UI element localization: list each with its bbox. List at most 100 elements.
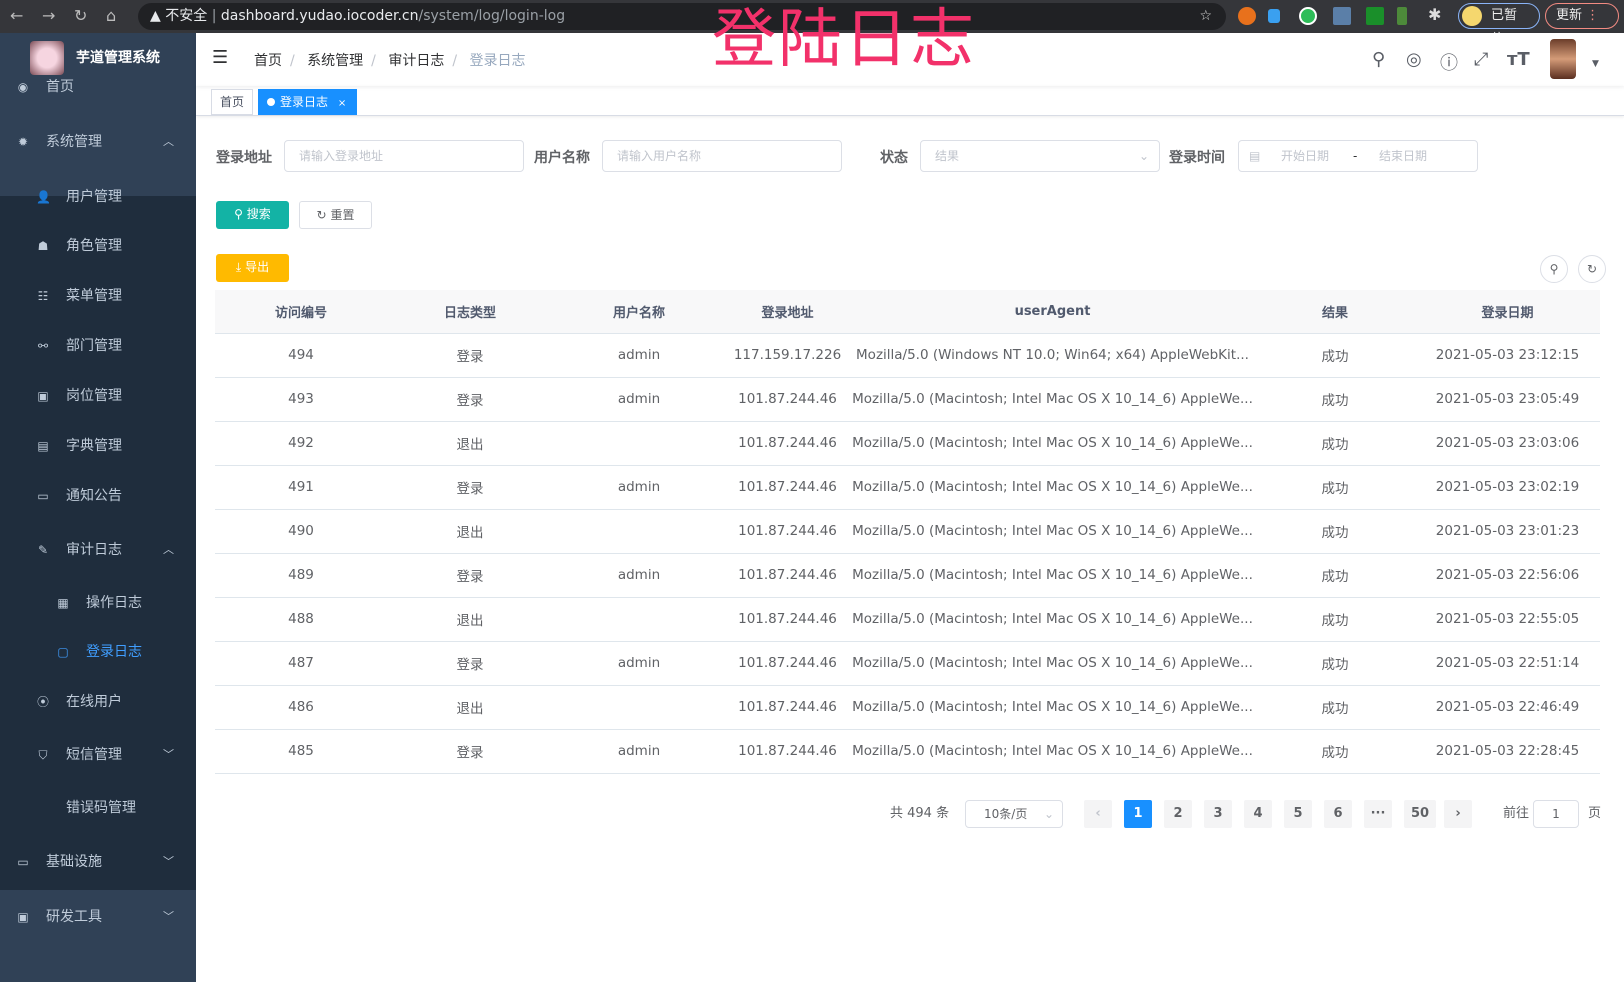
table-cell: 退出 <box>387 597 553 642</box>
range-separator: - <box>1353 149 1358 163</box>
date-range-picker[interactable]: ▤ 开始日期 - 结束日期 <box>1238 140 1478 172</box>
end-date-input[interactable]: 结束日期 <box>1379 149 1428 163</box>
extension-icon[interactable] <box>1299 7 1317 25</box>
extension-icon[interactable] <box>1397 7 1407 25</box>
next-page-button[interactable]: › <box>1444 800 1472 828</box>
sidebar-item[interactable]: ⚯ 部门管理 <box>0 321 196 371</box>
extension-icon[interactable] <box>1333 7 1351 25</box>
column-header: 登录地址 <box>725 290 850 334</box>
sidebar-item[interactable]: ▦ 操作日志 <box>0 578 196 628</box>
home-icon[interactable]: ⌂ <box>106 6 117 25</box>
table-row[interactable]: 489 登录 admin 101.87.244.46 Mozilla/5.0 (Maci… <box>215 553 1600 598</box>
table-cell: 退出 <box>387 685 553 730</box>
table-row[interactable]: 486 退出 101.87.244.46 Mozilla/5.0 (Macintosh… <box>215 685 1600 730</box>
page-button[interactable]: 1 <box>1124 800 1152 828</box>
sidebar-item-label: 通知公告 <box>66 488 122 504</box>
goto-page-input[interactable]: 1 <box>1533 800 1579 828</box>
sidebar-item[interactable]: ▤ 字典管理 <box>0 421 196 471</box>
table-cell: 成功 <box>1255 377 1415 422</box>
username-input[interactable]: 请输入用户名称 <box>602 140 842 172</box>
avatar[interactable] <box>1550 39 1576 79</box>
start-date-input[interactable]: 开始日期 <box>1281 149 1330 163</box>
star-icon[interactable]: ☆ <box>1199 8 1212 24</box>
table-cell: 登录 <box>387 465 553 510</box>
table-cell: 2021-05-03 22:51:14 <box>1415 641 1600 686</box>
help-icon[interactable]: ⓘ <box>1440 53 1458 74</box>
table-row[interactable]: 491 登录 admin 101.87.244.46 Mozilla/5.0 (Maci… <box>215 465 1600 510</box>
ip-input[interactable]: 请输入登录地址 <box>284 140 524 172</box>
table-cell: 退出 <box>387 509 553 554</box>
reset-button[interactable]: ↻ 重置 <box>299 201 372 229</box>
github-icon[interactable]: ◎ <box>1406 49 1422 70</box>
sidebar-item[interactable]: ▢ 登录日志 <box>0 627 196 677</box>
login-log-table: 访问编号 日志类型 用户名称 登录地址 userAgent 结果 登录日期 494 登录 adm… <box>215 290 1600 774</box>
extension-icon[interactable] <box>1366 7 1384 25</box>
caret-down-icon[interactable]: ▼ <box>1592 59 1599 69</box>
table-row[interactable]: 492 退出 101.87.244.46 Mozilla/5.0 (Macintosh… <box>215 421 1600 466</box>
status-select[interactable]: 结果 ⌄ <box>920 140 1160 172</box>
table-cell: admin <box>553 641 725 686</box>
page-button[interactable]: 6 <box>1324 800 1352 828</box>
sidebar-item[interactable]: ⛉ 短信管理 ﹀ <box>0 730 196 780</box>
sidebar-item[interactable]: ✹ 系统管理 ︿ <box>0 117 196 167</box>
reload-icon[interactable]: ↻ <box>74 6 88 25</box>
table-row[interactable]: 487 登录 admin 101.87.244.46 Mozilla/5.0 (Maci… <box>215 641 1600 686</box>
sidebar-item[interactable]: ▭ 通知公告 <box>0 471 196 521</box>
chevron-down-icon: ﹀ <box>163 748 174 761</box>
table-row[interactable]: 490 退出 101.87.244.46 Mozilla/5.0 (Macintosh… <box>215 509 1600 554</box>
sidebar-item[interactable]: 错误码管理 <box>0 783 196 833</box>
search-button[interactable]: ⚲ 搜索 <box>216 201 289 229</box>
sidebar-item[interactable]: ☗ 角色管理 <box>0 221 196 271</box>
column-header: 用户名称 <box>553 290 725 334</box>
page-button[interactable]: 3 <box>1204 800 1232 828</box>
post-icon: ▣ <box>37 389 49 403</box>
page-size-select[interactable]: 10条/页 ⌄ <box>965 800 1063 828</box>
page-suffix-label: 页 <box>1588 806 1602 821</box>
page-button[interactable]: 2 <box>1164 800 1192 828</box>
prev-page-button[interactable]: ‹ <box>1084 800 1112 828</box>
table-row[interactable]: 485 登录 admin 101.87.244.46 Mozilla/5.0 (Maci… <box>215 729 1600 774</box>
tag-label: 登录日志 <box>280 95 329 109</box>
table-row[interactable]: 493 登录 admin 101.87.244.46 Mozilla/5.0 (Maci… <box>215 377 1600 422</box>
more-pages-button[interactable]: ··· <box>1364 800 1392 828</box>
profile-button[interactable]: 已暂停 <box>1458 3 1540 47</box>
table-cell: 486 <box>215 685 387 730</box>
back-icon[interactable]: ← <box>10 6 24 25</box>
table-cell: 492 <box>215 421 387 466</box>
close-icon[interactable]: × <box>337 98 347 109</box>
sidebar-item[interactable]: ▭ 基础设施 ﹀ <box>0 837 196 887</box>
sidebar-item[interactable]: ☷ 菜单管理 <box>0 271 196 321</box>
sidebar-item[interactable]: 👤 用户管理 <box>0 172 196 222</box>
search-icon[interactable]: ⚲ <box>1372 49 1386 70</box>
table-row[interactable]: 494 登录 admin 117.159.17.226 Mozilla/5.0 (Win… <box>215 333 1600 378</box>
sidebar-item[interactable]: ▣ 岗位管理 <box>0 371 196 421</box>
tag-home[interactable]: 首页 <box>211 89 254 115</box>
sidebar-item[interactable]: ⦿ 在线用户 <box>0 677 196 727</box>
breadcrumb-item[interactable]: 首页 <box>254 53 282 69</box>
update-button[interactable]: 更新 ⋮ <box>1545 3 1619 29</box>
toggle-search-button[interactable]: ⚲ <box>1540 255 1568 283</box>
page-button[interactable]: 4 <box>1244 800 1272 828</box>
sidebar-item[interactable]: ▣ 研发工具 ﹀ <box>0 892 196 942</box>
sidebar-item[interactable]: ◉ 首页 <box>0 62 196 112</box>
forward-icon[interactable]: → <box>42 6 56 25</box>
font-size-icon[interactable]: тT <box>1507 49 1530 70</box>
table-cell: Mozilla/5.0 (Macintosh; Intel Mac OS X 1… <box>850 377 1255 422</box>
export-button[interactable]: ⤓ 导出 <box>216 254 289 282</box>
reset-label: 重置 <box>330 208 355 222</box>
refresh-button[interactable]: ↻ <box>1578 255 1606 283</box>
table-cell: 成功 <box>1255 597 1415 642</box>
extension-icon[interactable] <box>1268 9 1280 23</box>
extension-icon[interactable] <box>1238 7 1256 25</box>
fullscreen-icon[interactable]: ⤢ <box>1474 49 1489 70</box>
address-bar[interactable]: ▲ 不安全 | dashboard.yudao.iocoder.cn/syste… <box>138 3 1226 30</box>
table-cell: 成功 <box>1255 509 1415 554</box>
hamburger-icon[interactable]: ☰ <box>212 47 229 68</box>
warning-icon: ▲ <box>150 8 161 24</box>
tag-login-log[interactable]: 登录日志 × <box>258 89 357 115</box>
puzzle-icon[interactable]: ✱ <box>1428 5 1442 24</box>
page-button[interactable]: 50 <box>1404 800 1436 828</box>
page-button[interactable]: 5 <box>1284 800 1312 828</box>
sidebar-item[interactable]: ✎ 审计日志 ︿ <box>0 525 196 575</box>
table-row[interactable]: 488 退出 101.87.244.46 Mozilla/5.0 (Macintosh… <box>215 597 1600 642</box>
